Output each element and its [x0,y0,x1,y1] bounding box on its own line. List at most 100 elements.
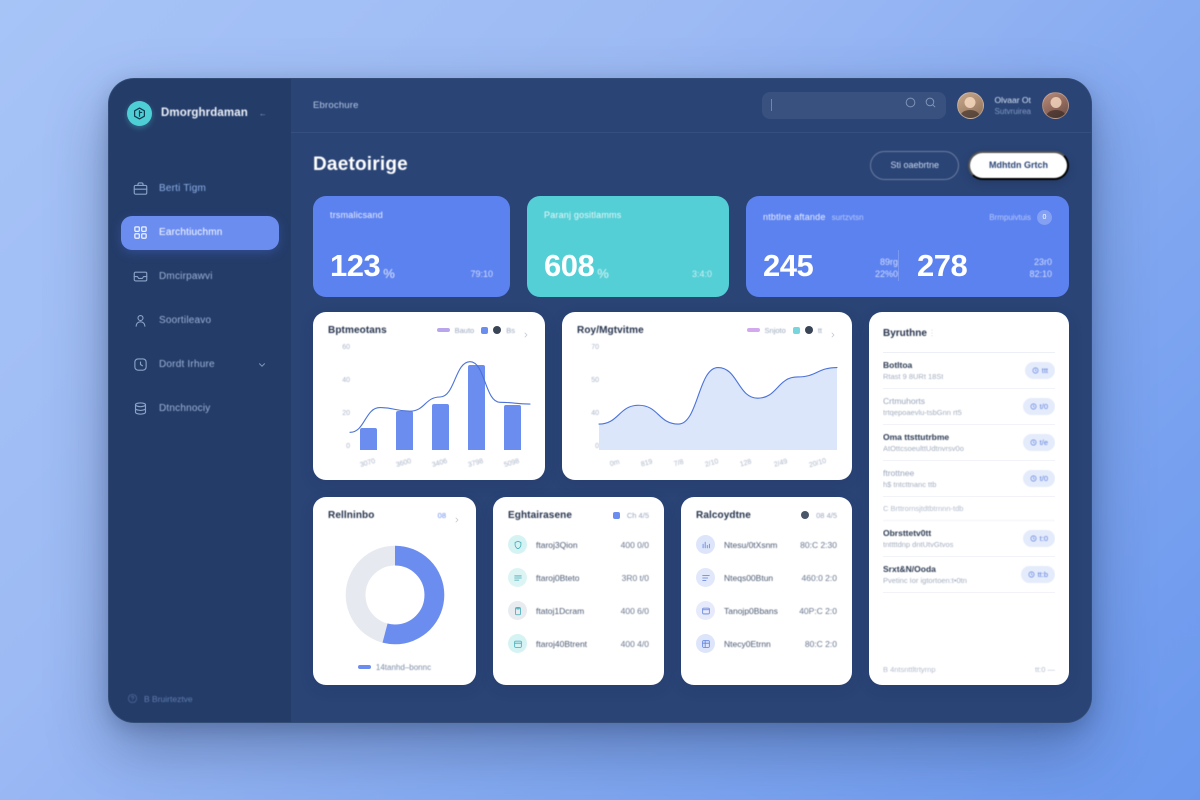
plot-inner [599,344,837,450]
activity-text: Obrsttetv0tt tnttttdnp dntUtvGtvos [883,528,953,549]
area-chart-card: Roy/Mgtvitme Snjoto tt [562,311,852,480]
user-icon [133,313,148,328]
activity-description: AtOttcsoeulttUdtnvrsv0o [883,443,964,453]
grid-left-column: Bptmeotans Bauto Bs [313,311,852,685]
chevron-right-icon[interactable] [522,326,530,338]
list-item[interactable]: ftaroj3Qion 400 0/0 [508,530,649,560]
brand-suffix: ← [258,108,267,118]
list-item[interactable]: ftaroj40Btrent 400 4/0 [508,629,649,659]
list-item[interactable]: ftaroj0Bteto 3R0 t/0 [508,563,649,593]
kpi-card-wide[interactable]: ntbtlne aftande surtzvtsn Brmpuivtuis 0 … [746,195,1069,297]
donut-legend-label: 14tanhd–bonnc [375,662,432,672]
topbar-right: Olvaar Ot Sutvruirea [761,91,1069,119]
activity-title: Botltoa [883,359,913,370]
card-title: Rellninbo [328,509,375,521]
status-badge[interactable]: tt:b [1020,565,1055,583]
content-area: Daetoirige Sti oaebrtne Mdhtdn Grtch trs… [291,133,1091,722]
chevron-right-icon[interactable] [829,326,837,338]
x-tick: 20/10 [808,457,827,469]
legend-label: tt [817,325,822,335]
card-tools: Ch 4/5 [612,510,649,520]
kpi-chip[interactable]: 0 [1037,209,1052,225]
search-input[interactable] [761,91,946,119]
database-icon [133,401,148,416]
x-axis: 3070 3600 3406 3798 5098 [350,457,530,469]
list-item[interactable]: ftatoj1Dcram 400 6/0 [508,596,649,626]
sidebar-item-label: Dordt Irhure [159,359,215,370]
status-badge[interactable]: ttt [1024,361,1055,379]
dashboard-grid: Bptmeotans Bauto Bs [313,311,1069,685]
kpi-split: 245 89rg 22%0 278 23r0 82:10 [763,249,1052,281]
activity-item[interactable]: Crtmuhorts trtqepoaevlu‑tsbGnn rt5 t/0 [883,389,1055,425]
activity-description: h$ tntcttnanc ttb [883,479,937,489]
list-item[interactable]: Ntecy0Etrnn 80:C 2:0 [696,629,837,659]
activity-item[interactable]: Obrsttetv0tt tnttttdnp dntUtvGtvos t:0 [883,521,1055,557]
y-axis: 70 50 40 0 [577,340,599,467]
status-badge[interactable]: t/0 [1022,397,1055,415]
x-tick: 3798 [467,457,485,469]
chart-icon [696,535,715,554]
card-tool-label[interactable]: Ch 4/5 [626,510,649,520]
area-chart-plot: 70 50 40 0 [577,340,837,469]
secondary-action-button[interactable]: Sti oaebrtne [870,150,959,180]
page-title: Daetoirige [313,154,408,175]
search-icon[interactable] [924,96,937,114]
primary-action-button[interactable]: Mdhtdn Grtch [968,150,1069,180]
list-item[interactable]: Tanojp0Bbans 40P:C 2:0 [696,596,837,626]
activity-item[interactable]: ftrottnee h$ tntcttnanc ttb t/0 [883,461,1055,497]
sidebar-item-soortileavo[interactable]: Soortileavo [121,304,279,338]
activity-item[interactable]: Botltoa Rtast 9 8URt 18St ttt [883,353,1055,389]
card-title: Eghtairasene [508,509,573,521]
chevron-down-icon[interactable] [257,360,267,370]
kpi-card-primary[interactable]: trsmalicsand 123 % 79:10 [313,195,510,297]
x-tick: 128 [739,458,753,468]
more-vertical-icon[interactable] [927,325,937,343]
sidebar-item-dordt-irhure[interactable]: Dordt Irhure [121,348,279,382]
sidebar-item-label: Dtnchnociy [159,403,211,414]
status-badge[interactable]: t:0 [1022,529,1055,547]
bar [431,403,449,450]
x-tick: 2/49 [772,457,788,469]
avatar-secondary[interactable] [1042,91,1069,119]
kpi-value: 608 [544,247,595,283]
sidebar-item-earchtiuchmn[interactable]: Earchtiuchmn [121,215,279,250]
legend-dot-icon [493,326,502,334]
y-tick: 70 [591,343,599,351]
activity-item[interactable]: Srxt&N/Ooda Pvetinc Ior igtortoen:t•0tn tt… [883,557,1055,593]
activity-title: ftrottnee [883,467,915,478]
circle-icon[interactable] [904,96,917,114]
list-item-label: Nteqs00Btun [724,572,774,583]
sidebar-item-dmcirpawvi[interactable]: Dmcirpawvi [121,260,279,294]
topbar: Ebrochure Olvaar Ot Sutvruirea [291,79,1091,133]
sidebar-item-berti-tigm[interactable]: Berti Tigm [121,172,279,206]
chevron-right-icon[interactable] [453,511,461,523]
legend-dot-icon [804,326,813,334]
activity-description: Rtast 9 8URt 18St [883,371,944,381]
list-item[interactable]: Nteqs00Btun 460:0 2:0 [696,563,837,593]
list-item-label: Ntesu/0tXsnm [724,539,778,550]
avatar[interactable] [956,91,984,119]
sidebar-footer[interactable]: B Bruirteztve [109,693,291,706]
breadcrumb[interactable]: Ebrochure [313,99,359,111]
list-item-label: ftaroj3Qion [536,539,578,550]
brand[interactable]: Dmorghrdaman ← [109,100,291,126]
activity-title: Srxt&N/Ooda [883,563,936,574]
plot-inner [350,344,530,450]
kpi-card-teal[interactable]: Paranj gositlamms 608 % 3:4:0 [527,195,729,297]
list-item-value: 40P:C 2:0 [799,605,837,616]
panel-footer-left: B 4ntsnttltrtyrnp [883,664,936,674]
kpi-head-right: Brmpuivtuis 0 [989,209,1052,225]
list-item-label: ftatoj1Dcram [536,605,585,616]
panel-footer: B 4ntsnttltrtyrnp tt:0 — [883,657,1055,674]
status-badge[interactable]: t/e [1022,433,1055,451]
status-badge[interactable]: t/0 [1022,469,1055,487]
activity-item[interactable]: Oma ttsttutrbme AtOttcsoeulttUdtnvrsv0o t/… [883,425,1055,461]
legend-entry: Bauto [436,326,474,335]
sidebar-item-dtnchnociy[interactable]: Dtnchnociy [121,392,279,426]
plot: 0m 819 7/8 2/10 128 2/49 20/10 [599,340,837,469]
card-tool-label[interactable]: 08 [437,510,446,520]
list-item[interactable]: Ntesu/0tXsnm 80:C 2:30 [696,530,837,560]
card-tool-label[interactable]: 08 4/5 [816,510,837,520]
legend-swatch [481,326,489,334]
hexagon-logo-icon [127,100,152,126]
